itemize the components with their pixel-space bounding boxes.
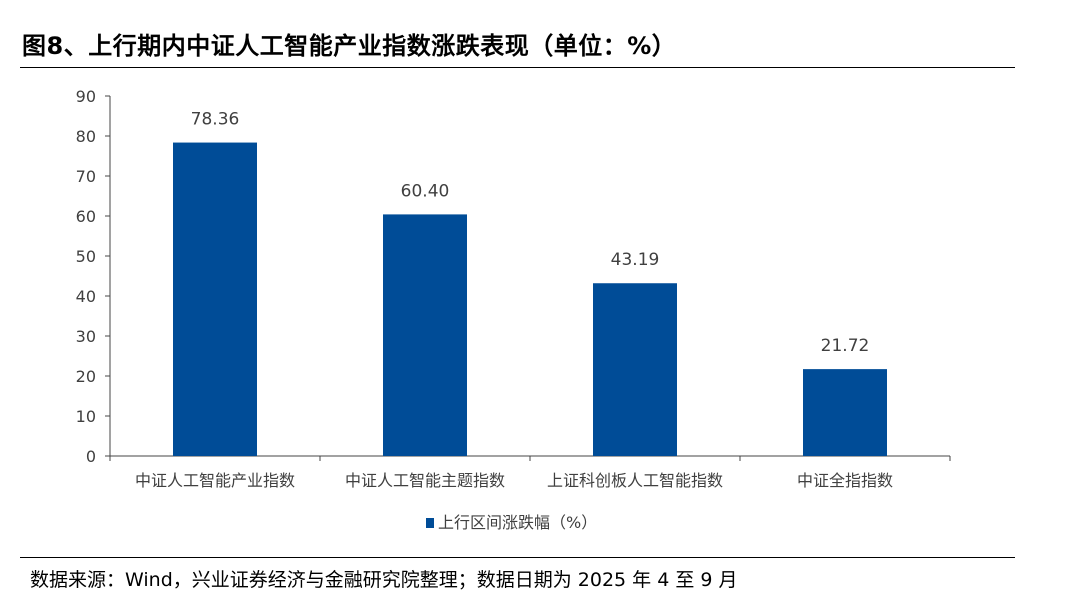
- y-tick-label: 70: [76, 167, 96, 186]
- title-divider: [20, 67, 1015, 68]
- y-tick-label: 60: [76, 207, 96, 226]
- category-labels: 中证人工智能产业指数 中证人工智能主题指数 上证科创板人工智能指数 中证全指指数: [135, 471, 893, 490]
- source-divider: [20, 557, 1015, 558]
- y-axis: 0 10 20 30 40 50 60 70 80 90: [76, 87, 111, 466]
- data-labels: 78.36 60.40 43.19 21.72: [191, 110, 870, 357]
- category-label: 中证人工智能产业指数: [135, 471, 295, 490]
- data-label: 60.40: [401, 181, 450, 201]
- legend-swatch: [426, 518, 434, 528]
- source-note: 数据来源：Wind，兴业证券经济与金融研究院整理；数据日期为 2025 年 4 …: [30, 569, 738, 591]
- bar-series: [173, 142, 887, 456]
- y-tick-label: 0: [86, 447, 96, 466]
- bar: [593, 283, 677, 456]
- y-tick-label: 30: [76, 327, 96, 346]
- y-tick-label: 40: [76, 287, 96, 306]
- y-tick-label: 80: [76, 127, 96, 146]
- bar: [173, 142, 257, 456]
- y-tick-label: 20: [76, 367, 96, 386]
- category-label: 中证人工智能主题指数: [345, 471, 505, 490]
- data-label: 43.19: [611, 250, 660, 270]
- y-tick-label: 50: [76, 247, 96, 266]
- legend: 上行区间涨跌幅（%）: [426, 513, 597, 532]
- data-label: 78.36: [191, 110, 240, 130]
- y-tick-label: 10: [76, 407, 96, 426]
- data-label: 21.72: [821, 336, 870, 356]
- bar: [383, 214, 467, 456]
- x-axis: [109, 455, 951, 461]
- category-label: 上证科创板人工智能指数: [547, 471, 723, 490]
- y-tick-label: 90: [76, 87, 96, 106]
- category-label: 中证全指指数: [797, 471, 893, 490]
- chart-title: 图8、上行期内中证人工智能产业指数涨跌表现（单位：%）: [22, 32, 677, 60]
- bar: [803, 369, 887, 456]
- legend-label: 上行区间涨跌幅（%）: [438, 513, 597, 532]
